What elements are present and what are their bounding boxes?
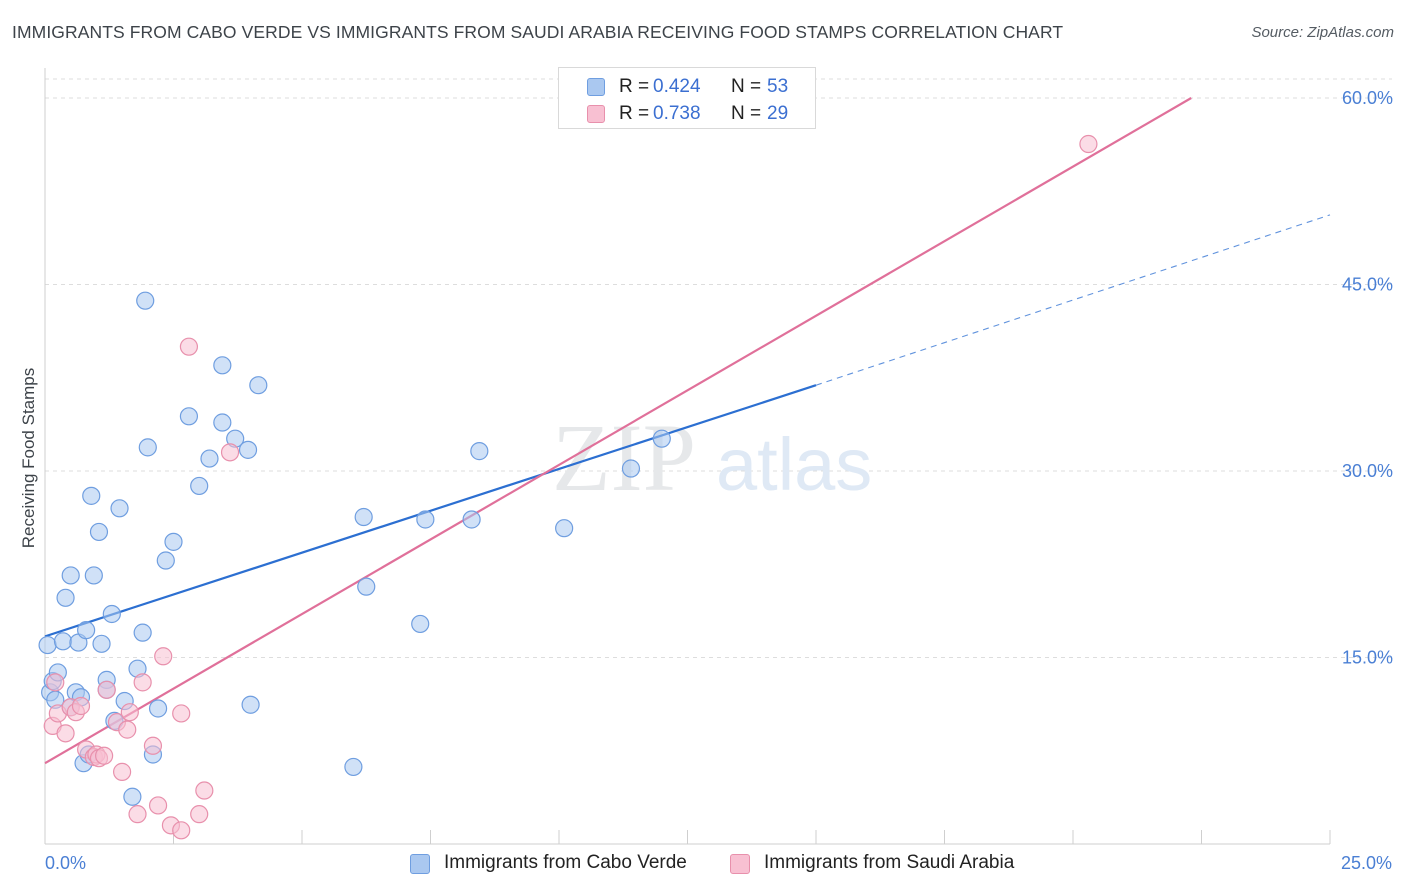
tick-label-layer: 15.0% 30.0% 45.0% 60.0% 0.0% 25.0% — [45, 88, 1393, 873]
data-point-blue — [344, 757, 363, 777]
y-tick-label: 60.0% — [1342, 88, 1393, 108]
data-point-pink — [220, 443, 240, 462]
axis-layer — [44, 68, 1331, 845]
legend-r-value: 0.424 — [653, 76, 701, 97]
data-point-pink — [190, 805, 209, 824]
data-point-blue — [123, 787, 142, 806]
legend-n-label: N = — [731, 76, 762, 97]
data-point-pink — [1079, 134, 1098, 154]
data-point-pink — [120, 703, 139, 722]
data-point-blue — [249, 376, 268, 395]
data-point-blue — [357, 577, 376, 596]
y-tick-label: 15.0% — [1342, 648, 1393, 668]
legend-swatch-pink — [587, 105, 605, 123]
data-point-blue — [238, 440, 258, 459]
trend-line-extension-blue — [815, 214, 1331, 386]
data-point-blue — [213, 356, 232, 375]
data-point-blue — [179, 407, 199, 426]
data-point-blue — [77, 621, 96, 640]
watermark: ZIP atlas — [552, 404, 872, 511]
data-point-blue — [241, 695, 260, 714]
legend-swatch-blue — [587, 78, 605, 96]
bottom-legend-label: Immigrants from Saudi Arabia — [764, 852, 1015, 873]
watermark-atlas: atlas — [716, 423, 872, 506]
data-point-blue — [416, 510, 435, 529]
data-point-pink — [128, 805, 147, 824]
watermark-zip: ZIP — [552, 404, 696, 511]
data-point-pink — [97, 680, 116, 699]
data-point-pink — [112, 762, 132, 781]
data-point-blue — [213, 413, 232, 432]
data-point-blue — [53, 632, 73, 651]
trend-line-blue — [44, 384, 817, 638]
data-point-blue — [555, 519, 574, 538]
data-point-pink — [148, 796, 168, 815]
data-point-blue — [110, 499, 129, 518]
data-point-blue — [136, 291, 155, 310]
legend-n-label: N = — [731, 103, 762, 124]
data-point-pink — [154, 647, 173, 666]
legend-n-value: 53 — [767, 76, 789, 97]
data-point-pink — [195, 781, 214, 800]
legend-r-label: R = — [619, 103, 650, 124]
data-point-pink — [46, 673, 65, 692]
x-tick-label: 25.0% — [1341, 853, 1392, 873]
data-point-blue — [92, 634, 111, 653]
data-point-blue — [190, 476, 209, 496]
chart-title: IMMIGRANTS FROM CABO VERDE VS IMMIGRANTS… — [12, 22, 1064, 42]
data-point-blue — [411, 614, 430, 634]
data-point-blue — [82, 486, 101, 505]
data-point-pink — [172, 704, 191, 723]
data-point-blue — [61, 566, 80, 585]
data-point-pink — [71, 696, 91, 716]
trend-line-pink — [44, 97, 1192, 765]
legend-r-value: 0.738 — [653, 103, 701, 124]
data-point-blue — [56, 588, 75, 607]
data-point-pink — [172, 821, 191, 840]
data-point-blue — [164, 532, 183, 551]
data-point-pink — [118, 720, 137, 739]
points-layer — [38, 134, 1098, 840]
data-point-blue — [102, 604, 121, 624]
data-point-blue — [38, 635, 57, 655]
data-point-blue — [621, 459, 641, 478]
y-tick-label: 30.0% — [1342, 461, 1393, 481]
legend-r-label: R = — [619, 76, 650, 97]
data-point-blue — [89, 522, 109, 542]
data-point-blue — [470, 442, 489, 461]
bottom-legend-swatch-pink — [730, 854, 750, 874]
data-point-pink — [95, 746, 114, 765]
correlation-legend: R = 0.424 N = 53 R = 0.738 N = 29 — [558, 67, 816, 129]
trend-layer — [44, 97, 1331, 765]
x-tick-label: 0.0% — [45, 853, 86, 873]
data-point-pink — [143, 736, 163, 755]
data-point-blue — [148, 699, 168, 718]
data-point-pink — [56, 724, 75, 743]
y-axis-label: Receiving Food Stamps — [19, 368, 38, 548]
data-point-blue — [354, 507, 373, 527]
data-point-pink — [179, 337, 199, 356]
data-point-blue — [462, 510, 481, 529]
data-point-blue — [138, 438, 157, 457]
data-point-blue — [652, 429, 671, 448]
y-tick-label: 45.0% — [1342, 275, 1393, 295]
source-label: Source: ZipAtlas.com — [1251, 24, 1394, 41]
legend-n-value: 29 — [767, 103, 789, 124]
data-point-blue — [84, 566, 103, 585]
data-point-blue — [200, 449, 219, 468]
bottom-legend-label: Immigrants from Cabo Verde — [444, 852, 687, 873]
data-point-pink — [133, 673, 152, 692]
data-point-blue — [133, 623, 152, 642]
bottom-legend-swatch-blue — [410, 854, 430, 874]
data-point-blue — [156, 551, 175, 570]
